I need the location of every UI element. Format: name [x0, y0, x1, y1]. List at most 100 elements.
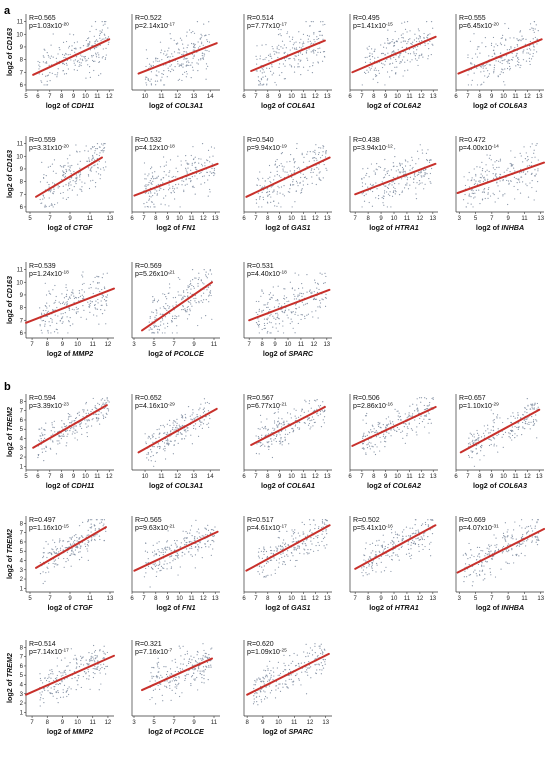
data-point: [79, 58, 81, 60]
data-point: [531, 404, 533, 406]
data-point: [78, 551, 80, 553]
data-point: [98, 282, 100, 284]
data-point: [82, 521, 84, 523]
data-point: [294, 48, 296, 50]
x-tick-label: 13: [429, 216, 436, 222]
data-point: [155, 554, 158, 556]
data-point: [147, 565, 150, 567]
data-point: [175, 427, 177, 429]
data-point: [194, 43, 196, 46]
data-point: [493, 177, 495, 180]
data-point: [464, 193, 466, 196]
data-point: [91, 519, 93, 521]
data-point: [160, 569, 162, 572]
data-point: [316, 174, 318, 176]
data-point: [312, 21, 314, 23]
data-point: [532, 403, 534, 405]
data-point: [265, 550, 268, 553]
data-point: [191, 66, 194, 68]
data-point: [397, 49, 399, 51]
data-point: [101, 277, 103, 279]
y-tick-label: 9: [20, 45, 24, 51]
data-point: [83, 298, 85, 300]
data-point: [61, 420, 63, 422]
data-point: [164, 204, 166, 206]
data-point: [508, 183, 510, 185]
data-point: [50, 55, 53, 57]
data-point: [263, 553, 265, 556]
data-point: [44, 437, 46, 439]
data-point: [92, 179, 94, 181]
data-point: [190, 299, 192, 302]
data-point: [259, 414, 262, 416]
data-point: [191, 443, 193, 445]
data-point: [295, 190, 297, 192]
data-point: [509, 69, 511, 71]
data-point: [45, 445, 47, 447]
data-point: [40, 329, 42, 331]
data-point: [266, 303, 269, 305]
data-point: [284, 542, 287, 544]
data-point: [521, 38, 523, 40]
data-point: [187, 286, 189, 289]
data-point: [386, 172, 388, 175]
data-point: [195, 297, 197, 299]
data-point: [496, 417, 498, 419]
data-point: [283, 166, 285, 168]
data-point: [270, 70, 272, 72]
data-point: [421, 53, 423, 55]
data-point: [65, 445, 67, 447]
data-point: [167, 440, 169, 442]
data-point: [325, 528, 327, 530]
data-point: [79, 173, 82, 175]
data-point: [274, 428, 276, 430]
data-point: [212, 172, 214, 174]
data-point: [192, 409, 194, 411]
data-point: [262, 196, 264, 198]
data-point: [197, 63, 199, 65]
data-point: [169, 287, 171, 289]
x-axis-label-gene: COL6A1: [287, 481, 315, 490]
data-point: [474, 192, 476, 194]
data-point: [48, 562, 50, 564]
data-point: [374, 67, 376, 69]
data-point: [493, 67, 495, 69]
data-point: [264, 58, 266, 60]
data-point: [66, 435, 68, 437]
data-point: [150, 64, 152, 66]
data-point: [534, 28, 536, 30]
data-point: [519, 192, 522, 194]
data-point: [425, 152, 428, 154]
y-axis-label: log2 of CD163: [5, 150, 14, 198]
data-point: [531, 143, 533, 145]
data-point: [186, 171, 188, 173]
data-point: [202, 292, 205, 294]
data-point: [516, 44, 518, 46]
y-tick-label: 10: [16, 154, 23, 160]
data-point: [81, 190, 83, 192]
data-point: [265, 428, 267, 430]
data-point: [181, 298, 183, 300]
p-value-exponent: -16: [386, 402, 393, 408]
data-point: [406, 21, 409, 23]
data-point: [481, 42, 483, 44]
data-point: [393, 56, 395, 59]
data-point: [406, 179, 408, 181]
data-point: [158, 428, 160, 430]
data-point: [144, 192, 147, 194]
data-point: [385, 418, 387, 420]
data-point: [418, 40, 420, 42]
y-tick-label: 6: [20, 418, 24, 424]
data-point: [93, 145, 95, 148]
data-point: [314, 527, 316, 530]
data-point: [77, 297, 80, 299]
data-point: [300, 172, 302, 174]
data-point: [192, 146, 194, 148]
data-point: [382, 202, 384, 204]
data-point: [483, 188, 486, 190]
data-point: [370, 163, 373, 165]
data-point: [169, 440, 171, 442]
data-point: [400, 34, 402, 36]
data-point: [74, 59, 76, 61]
